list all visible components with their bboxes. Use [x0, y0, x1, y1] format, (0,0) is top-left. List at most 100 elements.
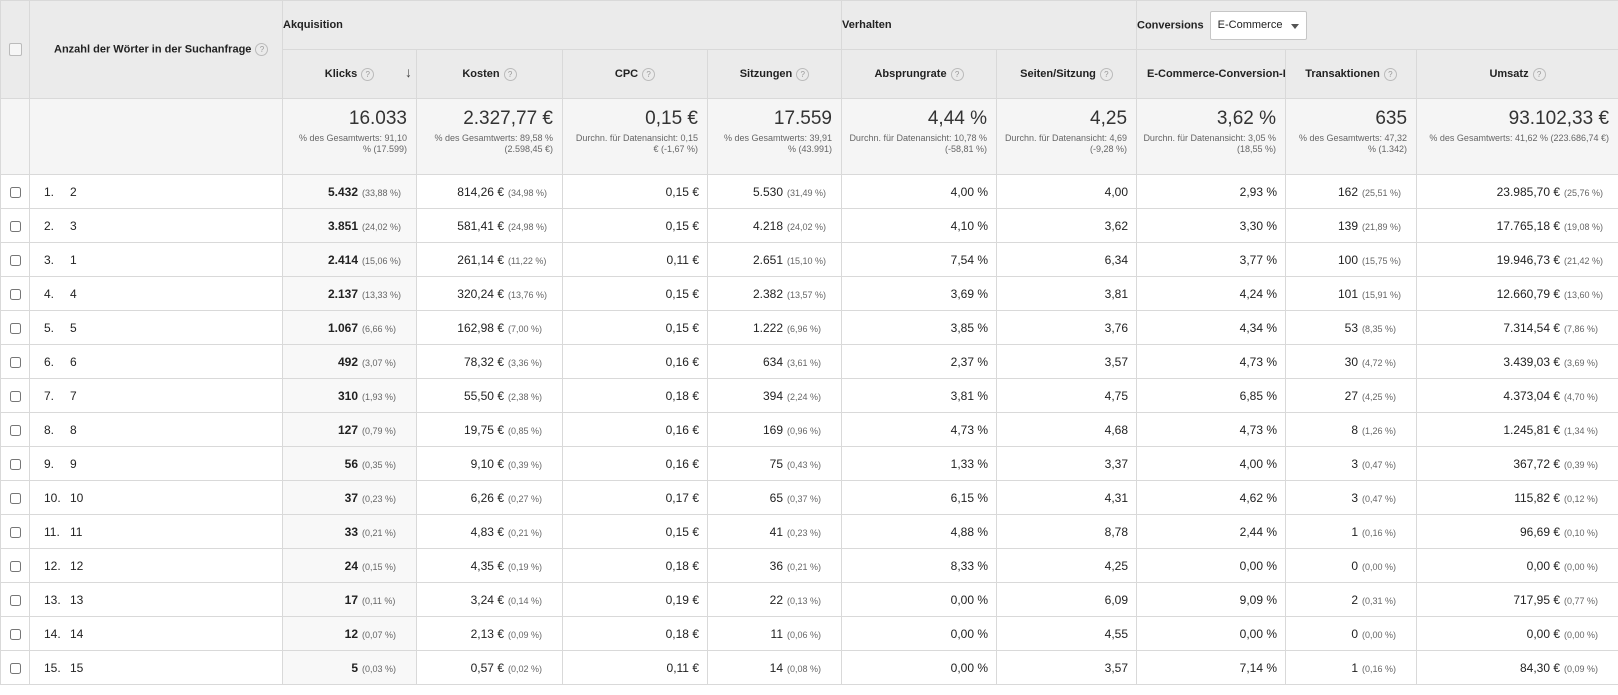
column-header-absprungrate[interactable]: Absprungrate? [841, 49, 998, 99]
cell-value: 17 [344, 592, 358, 607]
row-checkbox[interactable] [9, 492, 21, 504]
table-row: 1. 2 5.432 (33,88 %) 814,26 € (34,98 %) 0,15 €… [0, 174, 1618, 209]
cell-kosten: 814,26 € (34,98 %) [416, 174, 563, 209]
row-checkbox[interactable] [9, 288, 21, 300]
cell-value: 3,24 € [470, 592, 504, 607]
cell-value: 6,09 [1104, 592, 1129, 607]
dimension-value[interactable]: 6 [70, 354, 77, 369]
cell-percentage: (13,33 %) [362, 289, 402, 300]
cell-value: 3,37 [1104, 456, 1129, 471]
row-checkbox[interactable] [9, 526, 21, 538]
dimension-value[interactable]: 1 [70, 252, 77, 267]
row-checkbox[interactable] [9, 594, 21, 606]
row-checkbox[interactable] [9, 560, 21, 572]
dimension-header[interactable]: Anzahl der Wörter in der Suchanfrage? [29, 0, 283, 99]
total-absprungrate: 4,44 % Durchn. für Datenansicht: 10,78 % … [841, 98, 998, 175]
cell-transaktionen: 30 (4,72 %) [1285, 344, 1418, 379]
dimension-value[interactable]: 2 [70, 184, 77, 199]
row-checkbox[interactable] [9, 220, 21, 232]
help-icon[interactable]: ? [1532, 67, 1546, 81]
dimension-value[interactable]: 15 [70, 660, 84, 675]
dimension-value[interactable]: 13 [70, 592, 84, 607]
total-subtext: Durchn. für Datenansicht: 4,69 (-9,28 %) [1004, 133, 1128, 154]
row-checkbox[interactable] [9, 458, 21, 470]
total-sitzungen: 17.559 % des Gesamtwerts: 39,91 % (43.991… [706, 98, 843, 175]
column-header-cpc[interactable]: CPC? [562, 49, 708, 99]
column-header-sitzungen[interactable]: Sitzungen? [706, 49, 843, 99]
column-header-label: Absprungrate [874, 68, 947, 80]
dimension-value[interactable]: 5 [70, 320, 77, 335]
row-checkbox[interactable] [9, 254, 21, 266]
cell-value: 0,18 € [665, 388, 699, 403]
help-icon[interactable]: ? [503, 67, 517, 81]
cell-cpc: 0,15 € [562, 276, 708, 311]
cell-value: 4,24 % [1239, 286, 1278, 301]
help-icon[interactable]: ? [642, 67, 656, 81]
row-checkbox[interactable] [9, 390, 21, 402]
row-checkbox-cell [0, 446, 30, 481]
cell-sitzungen: 5.530 (31,49 %) [706, 174, 843, 209]
sort-descending-icon[interactable]: ↓ [405, 64, 412, 80]
help-icon[interactable]: ? [255, 43, 269, 56]
cell-percentage: (0,16 %) [1362, 663, 1397, 674]
conversion-type-select[interactable]: E-Commerce [1209, 10, 1308, 40]
help-icon[interactable]: ? [361, 67, 375, 81]
cell-value: 3,62 [1104, 218, 1129, 233]
total-transaktionen: 635 % des Gesamtwerts: 47,32 % (1.342) [1285, 98, 1418, 175]
cell-percentage: (0,35 %) [362, 459, 397, 470]
table-row: 14. 14 12 (0,07 %) 2,13 € (0,09 %) 0,18 €11 (0,… [0, 616, 1618, 651]
dimension-value[interactable]: 11 [70, 524, 83, 539]
total-value: 17.559 [773, 108, 833, 129]
column-header-klicks[interactable]: Klicks? ↓ [282, 49, 417, 99]
table-row: 15. 15 5 (0,03 %) 0,57 € (0,02 %) 0,11 €14 (0,0… [0, 650, 1618, 685]
total-umsatz: 93.102,33 € % des Gesamtwerts: 41,62 % (2… [1416, 98, 1618, 175]
cell-sitzungen: 169 (0,96 %) [706, 412, 843, 447]
cell-percentage: (13,57 %) [787, 289, 827, 300]
help-icon[interactable]: ? [796, 67, 810, 81]
caret-down-icon [1291, 23, 1300, 29]
cell-seiten: 4,55 [996, 616, 1138, 651]
dimension-value[interactable]: 9 [70, 456, 77, 471]
group-header-conversions: Conversions E-Commerce [1136, 0, 1618, 50]
cell-percentage: (0,79 %) [362, 425, 397, 436]
row-checkbox[interactable] [9, 628, 21, 640]
column-header-seiten[interactable]: Seiten/Sitzung? [996, 49, 1138, 99]
cell-value: 1.245,81 € [1503, 422, 1561, 437]
cell-umsatz: 12.660,79 € (13,60 %) [1416, 276, 1618, 311]
row-checkbox[interactable] [9, 424, 21, 436]
cell-cpc: 0,15 € [562, 514, 708, 549]
dimension-value[interactable]: 7 [70, 388, 77, 403]
cell-value: 814,26 € [457, 184, 504, 199]
total-klicks: 16.033 % des Gesamtwerts: 91,10 % (17.599… [282, 98, 417, 175]
row-checkbox[interactable] [9, 356, 21, 368]
row-checkbox[interactable] [9, 186, 21, 198]
row-checkbox[interactable] [9, 322, 21, 334]
cell-transaktionen: 162 (25,51 %) [1285, 174, 1418, 209]
cell-value: 0,00 € [1526, 626, 1561, 641]
column-header-transaktionen[interactable]: Transaktionen? [1285, 49, 1418, 99]
dimension-value[interactable]: 8 [70, 422, 77, 437]
help-icon[interactable]: ? [1099, 67, 1113, 81]
help-icon[interactable]: ? [1383, 67, 1397, 81]
cell-value: 3,81 [1104, 286, 1129, 301]
row-checkbox[interactable] [9, 662, 21, 674]
dimension-value[interactable]: 4 [70, 286, 77, 301]
column-header-ecr[interactable]: E-Commerce-Conversion-Rate? [1136, 49, 1287, 99]
cell-percentage: (0,21 %) [362, 527, 397, 538]
dimension-value[interactable]: 10 [70, 490, 84, 505]
dimension-value[interactable]: 14 [70, 626, 84, 641]
cell-percentage: (0,13 %) [787, 595, 822, 606]
cell-sitzungen: 41 (0,23 %) [706, 514, 843, 549]
cell-value: 492 [337, 354, 358, 369]
column-header-umsatz[interactable]: Umsatz? [1416, 49, 1618, 99]
cell-seiten: 3,76 [996, 310, 1138, 345]
column-header-kosten[interactable]: Kosten? [416, 49, 563, 99]
select-all-cell[interactable] [0, 0, 30, 99]
dimension-value[interactable]: 12 [70, 558, 84, 573]
select-all-checkbox[interactable] [8, 43, 22, 56]
dimension-value[interactable]: 3 [70, 218, 77, 233]
help-icon[interactable]: ? [950, 67, 964, 81]
cell-value: 2.137 [327, 286, 358, 301]
cell-seiten: 8,78 [996, 514, 1138, 549]
